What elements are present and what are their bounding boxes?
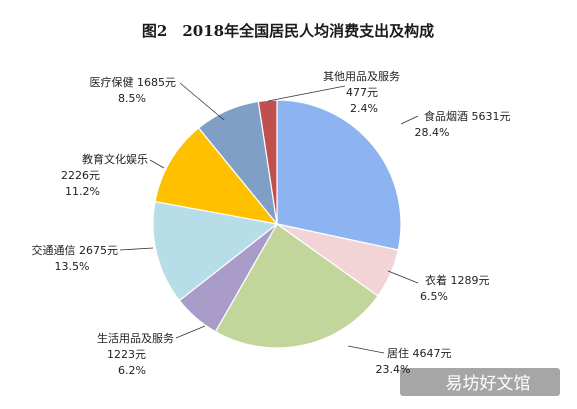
- slice-category-label: 1223元: [107, 348, 146, 361]
- slice-percent-label: 11.2%: [65, 185, 100, 198]
- pie-slice: [152, 200, 279, 302]
- pie-slices: [152, 99, 402, 349]
- chart-title: 图2 2018年全国居民人均消费支出及构成: [142, 22, 434, 40]
- slice-category-label: 2226元: [61, 169, 100, 182]
- slice-category-label: 医疗保健 1685元: [90, 75, 177, 89]
- pie-slice: [214, 223, 379, 349]
- watermark-text: 易坊好文馆: [446, 374, 531, 394]
- leader-line: [387, 270, 419, 284]
- slice-category-label: 477元: [346, 86, 378, 99]
- slice-category-label: 食品烟酒 5631元: [424, 109, 511, 123]
- leader-line: [400, 115, 419, 125]
- slice-percent-label: 2.4%: [350, 102, 378, 115]
- pie-slice: [257, 99, 278, 225]
- pie-slice: [276, 99, 402, 251]
- slice-category-label: 其他用品及服务: [323, 70, 400, 83]
- slice-percent-label: 8.5%: [118, 92, 146, 105]
- slice-category-label: 教育文化娱乐: [82, 152, 148, 166]
- leader-line: [175, 325, 206, 339]
- slice-category-label: 衣着 1289元: [425, 273, 490, 287]
- slice-category-label: 居住 4647元: [387, 346, 452, 360]
- leader-lines: [119, 82, 419, 354]
- slice-percent-label: 23.4%: [376, 363, 411, 376]
- slice-category-label: 生活用品及服务: [97, 331, 174, 345]
- leader-line: [347, 345, 385, 354]
- pie-slice: [154, 127, 279, 225]
- slice-percent-label: 6.2%: [118, 364, 146, 377]
- leader-line: [119, 247, 154, 251]
- leader-line: [179, 82, 225, 121]
- slice-labels: 食品烟酒 5631元 28.4% 衣着 1289元 6.5% 居住 4647元 23.4%…: [32, 70, 511, 377]
- slice-percent-label: 28.4%: [415, 126, 450, 139]
- slice-percent-label: 6.5%: [420, 290, 448, 303]
- slice-category-label: 交通通信 2675元: [32, 243, 119, 257]
- leader-line: [149, 159, 165, 169]
- watermark: 易坊好文馆: [400, 368, 560, 396]
- slice-percent-label: 13.5%: [55, 260, 90, 273]
- leader-line: [267, 85, 346, 102]
